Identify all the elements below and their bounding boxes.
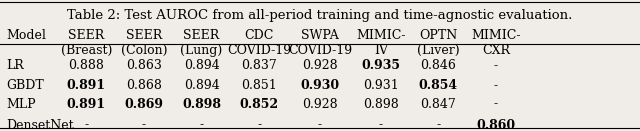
Text: -: - (142, 119, 146, 131)
Text: 0.891: 0.891 (67, 98, 106, 111)
Text: 0.891: 0.891 (67, 79, 106, 92)
Text: 0.930: 0.930 (300, 79, 340, 92)
Text: 0.894: 0.894 (184, 79, 220, 92)
Text: SEER
(Lung): SEER (Lung) (180, 29, 223, 57)
Text: Model: Model (6, 29, 46, 42)
Text: 0.894: 0.894 (184, 59, 220, 72)
Text: MIMIC-
CXR: MIMIC- CXR (471, 29, 521, 57)
Text: -: - (494, 59, 498, 72)
Text: 0.851: 0.851 (241, 79, 277, 92)
Text: 0.928: 0.928 (302, 98, 338, 111)
Text: -: - (318, 119, 322, 131)
Text: 0.854: 0.854 (419, 79, 458, 92)
Text: 0.869: 0.869 (125, 98, 163, 111)
Text: LR: LR (6, 59, 24, 72)
Text: 0.898: 0.898 (363, 98, 399, 111)
Text: CDC
COVID-19: CDC COVID-19 (227, 29, 291, 57)
Text: 0.846: 0.846 (420, 59, 456, 72)
Text: -: - (494, 98, 498, 111)
Text: -: - (200, 119, 204, 131)
Text: 0.837: 0.837 (241, 59, 277, 72)
Text: OPTN
(Liver): OPTN (Liver) (417, 29, 460, 57)
Text: 0.852: 0.852 (239, 98, 279, 111)
Text: -: - (379, 119, 383, 131)
Text: MIMIC-
IV: MIMIC- IV (356, 29, 406, 57)
Text: 0.863: 0.863 (126, 59, 162, 72)
Text: 0.931: 0.931 (363, 79, 399, 92)
Text: DensetNet: DensetNet (6, 119, 74, 131)
Text: -: - (436, 119, 440, 131)
Text: MLP: MLP (6, 98, 36, 111)
Text: SEER
(Breast): SEER (Breast) (61, 29, 112, 57)
Text: 0.860: 0.860 (476, 119, 516, 131)
Text: 0.868: 0.868 (126, 79, 162, 92)
Text: SEER
(Colon): SEER (Colon) (121, 29, 167, 57)
Text: 0.847: 0.847 (420, 98, 456, 111)
Text: -: - (494, 79, 498, 92)
Text: -: - (257, 119, 261, 131)
Text: SWPA
COVID-19: SWPA COVID-19 (288, 29, 352, 57)
Text: 0.898: 0.898 (182, 98, 221, 111)
Text: 0.935: 0.935 (362, 59, 400, 72)
Text: 0.888: 0.888 (68, 59, 104, 72)
Text: 0.928: 0.928 (302, 59, 338, 72)
Text: Table 2: Test AUROC from all-period training and time-agnostic evaluation.: Table 2: Test AUROC from all-period trai… (67, 9, 573, 22)
Text: GBDT: GBDT (6, 79, 44, 92)
Text: -: - (84, 119, 88, 131)
